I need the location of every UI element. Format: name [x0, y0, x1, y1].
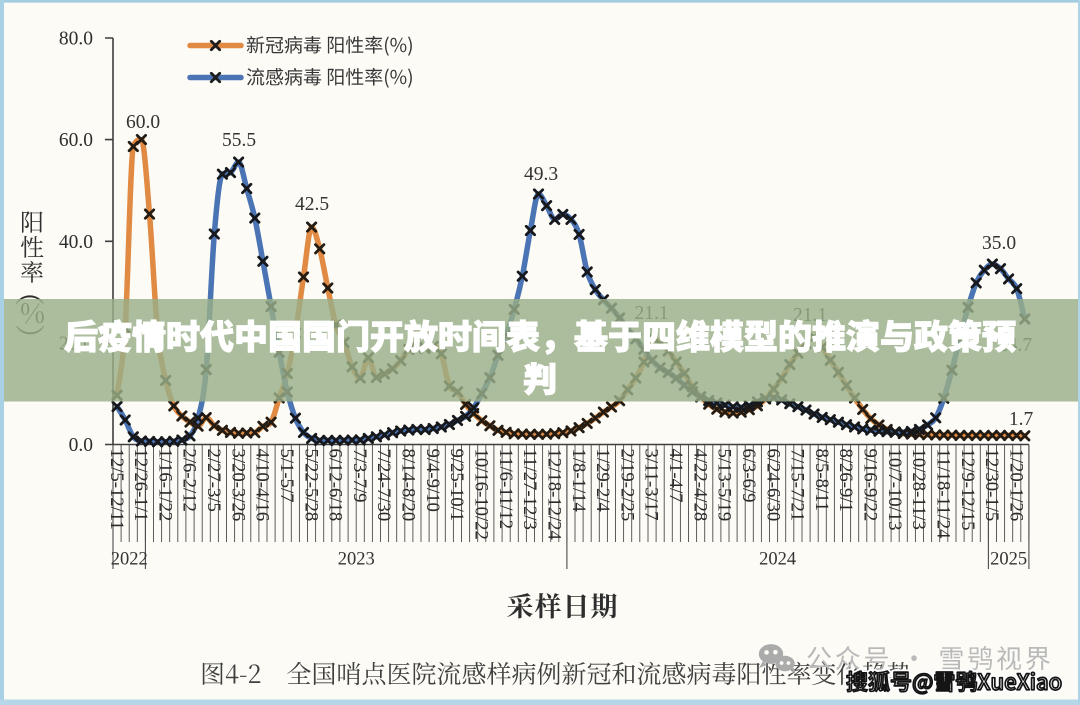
- svg-text:60.0: 60.0: [59, 130, 93, 151]
- svg-text:55.5: 55.5: [222, 130, 256, 151]
- svg-text:1.7: 1.7: [1009, 409, 1034, 430]
- svg-text:0.0: 0.0: [69, 435, 93, 456]
- svg-text:10/28-11/3: 10/28-11/3: [908, 449, 929, 530]
- svg-text:9/16-9/22: 9/16-9/22: [860, 449, 881, 522]
- svg-text:8/5-8/11: 8/5-8/11: [811, 449, 832, 512]
- svg-text:6/3-6/9: 6/3-6/9: [738, 449, 759, 503]
- svg-text:7/3-7/9: 7/3-7/9: [349, 449, 370, 503]
- svg-text:60.0: 60.0: [126, 112, 160, 133]
- svg-text:1/8-1/14: 1/8-1/14: [568, 449, 589, 513]
- svg-text:35.0: 35.0: [982, 233, 1016, 254]
- svg-text:8/14-8/20: 8/14-8/20: [398, 449, 419, 522]
- svg-text:2/19-2/25: 2/19-2/25: [616, 449, 637, 522]
- svg-text:6/12-6/18: 6/12-6/18: [325, 449, 346, 522]
- svg-text:5/1-5/7: 5/1-5/7: [276, 449, 297, 503]
- svg-text:11/6-11/12: 11/6-11/12: [495, 449, 516, 530]
- svg-text:3/11-3/17: 3/11-3/17: [641, 449, 662, 521]
- svg-text:2023: 2023: [338, 550, 375, 570]
- svg-text:2/6-2/12: 2/6-2/12: [179, 449, 200, 512]
- svg-text:3/20-3/26: 3/20-3/26: [227, 449, 248, 522]
- svg-text:8/26-9/1: 8/26-9/1: [835, 449, 856, 512]
- svg-text:42.5: 42.5: [295, 194, 329, 215]
- svg-text:4/22-4/28: 4/22-4/28: [689, 449, 710, 522]
- svg-text:2/27-3/5: 2/27-3/5: [203, 449, 224, 512]
- svg-text:2025: 2025: [990, 550, 1027, 570]
- svg-text:12/18-12/24: 12/18-12/24: [543, 449, 564, 541]
- svg-text:2022: 2022: [111, 550, 148, 570]
- svg-text:11/27-12/3: 11/27-12/3: [519, 449, 540, 530]
- svg-text:12/5-12/11: 12/5-12/11: [106, 449, 127, 530]
- svg-text:7/15-7/21: 7/15-7/21: [787, 449, 808, 522]
- svg-text:4/10-4/16: 4/10-4/16: [252, 449, 273, 522]
- svg-text:9/4-9/10: 9/4-9/10: [422, 449, 443, 512]
- svg-text:40.0: 40.0: [59, 232, 93, 253]
- svg-text:5/13-5/19: 5/13-5/19: [714, 449, 735, 522]
- svg-text:1/16-1/22: 1/16-1/22: [154, 449, 175, 522]
- svg-text:12/30-1/5: 12/30-1/5: [981, 449, 1002, 522]
- svg-text:6/24-6/30: 6/24-6/30: [762, 449, 783, 522]
- svg-text:10/7-10/13: 10/7-10/13: [884, 449, 905, 531]
- svg-text:12/26-1/1: 12/26-1/1: [130, 449, 151, 522]
- svg-text:10/16-10/22: 10/16-10/22: [471, 449, 492, 540]
- svg-text:11/18-11/24: 11/18-11/24: [933, 449, 954, 540]
- svg-text:1/29-2/4: 1/29-2/4: [592, 449, 613, 513]
- svg-text:80.0: 80.0: [59, 29, 93, 50]
- svg-text:9/25-10/1: 9/25-10/1: [446, 449, 467, 522]
- svg-text:49.3: 49.3: [524, 164, 558, 185]
- svg-text:4/1-4/7: 4/1-4/7: [665, 449, 686, 503]
- svg-text:1/20-1/26: 1/20-1/26: [1005, 449, 1026, 522]
- svg-text:5/22-5/28: 5/22-5/28: [300, 449, 321, 522]
- svg-text:2024: 2024: [759, 550, 796, 570]
- svg-text:7/24-7/30: 7/24-7/30: [373, 449, 394, 522]
- svg-text:12/9-12/15: 12/9-12/15: [957, 449, 978, 531]
